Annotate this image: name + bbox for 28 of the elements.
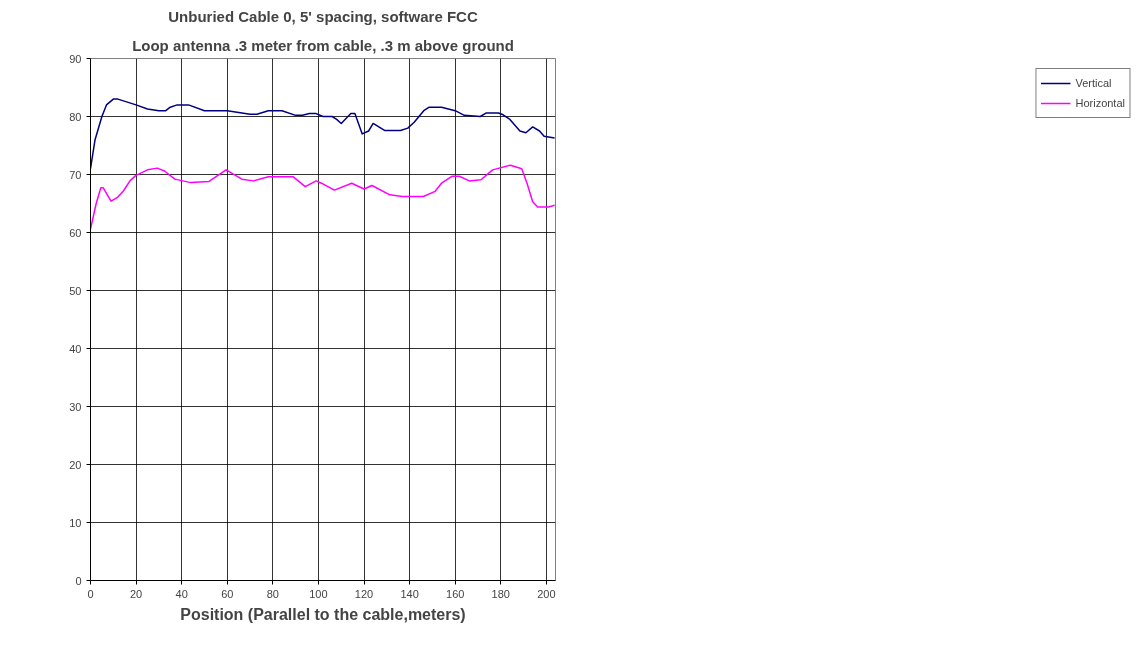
y-tick-label: 30 — [69, 400, 82, 413]
line-series — [90, 98, 556, 170]
x-tick-label: 40 — [175, 587, 188, 600]
line-series — [90, 164, 556, 230]
x-tick-label: 20 — [129, 587, 143, 600]
legend-label: Horizontal — [1075, 97, 1125, 109]
y-tick-label: 90 — [69, 52, 82, 65]
y-tick-label: 40 — [69, 342, 82, 355]
legend-label: Vertical — [1075, 77, 1112, 89]
x-tick-label: 180 — [491, 587, 510, 600]
y-tick-label: 50 — [69, 284, 82, 297]
y-tick-label: 20 — [69, 458, 82, 471]
x-tick-label: 140 — [400, 587, 419, 600]
y-tick-label: 80 — [69, 110, 82, 123]
x-axis-title: Position (Parallel to the cable,meters) — [180, 605, 466, 623]
y-tick-label: 70 — [69, 168, 82, 181]
y-tick-label: 60 — [69, 226, 82, 239]
x-tick-label: 60 — [221, 587, 234, 600]
y-tick-label: 10 — [69, 516, 82, 529]
chart-subtitle: Loop antenna .3 meter from cable, .3 m above ground — [132, 36, 514, 54]
x-tick-label: 200 — [537, 587, 556, 600]
y-tick-label: 0 — [75, 574, 82, 587]
x-tick-label: 100 — [309, 587, 328, 600]
x-tick-label: 120 — [354, 587, 374, 600]
chart-title: Unburied Cable 0, 5' spacing, software FCC — [168, 7, 478, 25]
x-tick-label: 0 — [87, 587, 94, 600]
x-tick-label: 80 — [266, 587, 279, 600]
x-tick-label: 160 — [446, 587, 465, 600]
